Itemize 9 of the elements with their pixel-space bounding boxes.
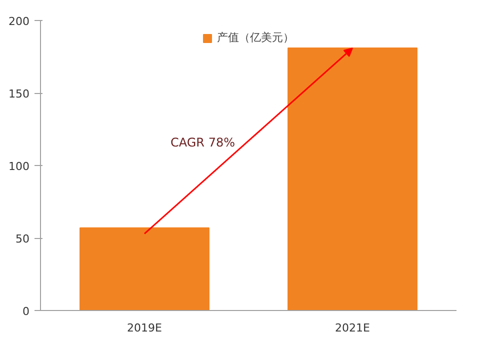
x-tick-label: 2019E	[127, 322, 162, 334]
x-tick-label: 2021E	[335, 322, 370, 334]
y-tick-label: 0	[22, 305, 30, 318]
y-tick-label: 50	[16, 232, 30, 246]
annotation: CAGR 78%	[170, 136, 235, 150]
y-tick-label: 200	[8, 15, 30, 28]
legend-label: 产值（亿美元）	[217, 30, 294, 45]
y-tick-label: 100	[8, 160, 30, 173]
y-tick-label: 150	[8, 88, 30, 100]
